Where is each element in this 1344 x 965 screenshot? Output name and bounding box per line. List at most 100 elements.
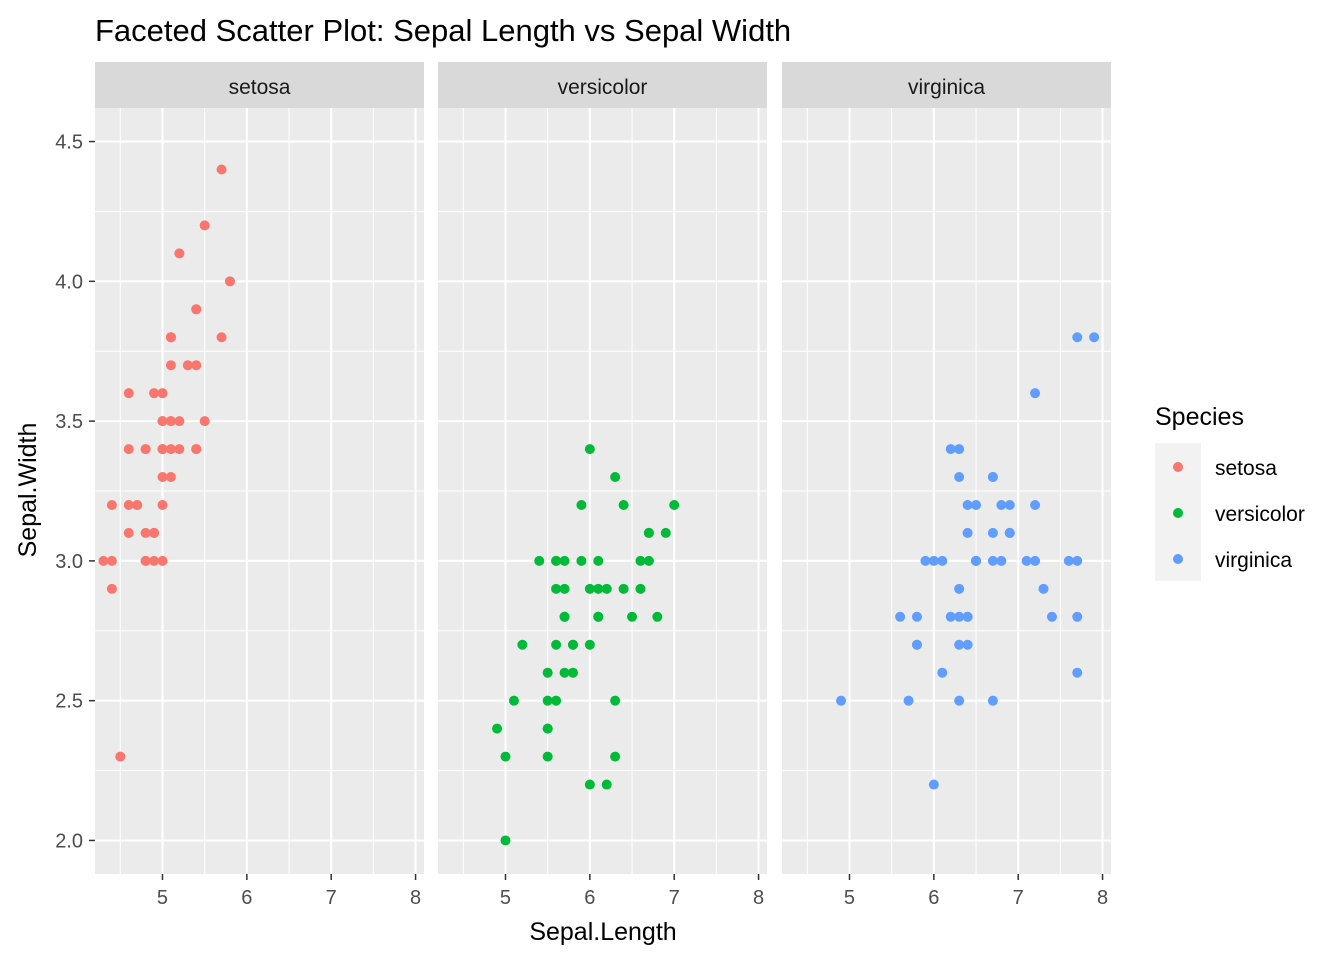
legend-key-versicolor bbox=[1173, 508, 1183, 518]
data-point-virginica bbox=[987, 555, 998, 566]
data-point-versicolor bbox=[593, 583, 604, 594]
data-point-setosa bbox=[106, 555, 117, 566]
data-point-virginica bbox=[996, 499, 1007, 510]
data-point-versicolor bbox=[610, 472, 621, 483]
x-tick-label: 5 bbox=[157, 887, 168, 909]
data-point-virginica bbox=[954, 472, 965, 483]
data-point-versicolor bbox=[601, 583, 612, 594]
data-point-versicolor bbox=[601, 779, 612, 790]
data-point-virginica bbox=[1004, 527, 1015, 538]
data-point-versicolor bbox=[508, 695, 519, 706]
data-point-versicolor bbox=[584, 639, 595, 650]
data-point-virginica bbox=[954, 583, 965, 594]
x-tick-label: 7 bbox=[669, 887, 680, 909]
data-point-versicolor bbox=[551, 583, 562, 594]
data-point-versicolor bbox=[542, 667, 553, 678]
data-point-setosa bbox=[115, 751, 126, 762]
data-point-versicolor bbox=[559, 583, 570, 594]
data-point-setosa bbox=[216, 332, 227, 343]
data-point-setosa bbox=[157, 555, 168, 566]
facet-panels: setosa 5 6 7 8 versicolor 5 6 7 8 virginica 5 6 7 8 2.0… bbox=[55, 62, 1111, 909]
data-point-versicolor bbox=[618, 583, 629, 594]
x-tick-label: 7 bbox=[1013, 887, 1024, 909]
data-point-virginica bbox=[1030, 499, 1041, 510]
data-point-virginica bbox=[1072, 555, 1083, 566]
data-point-versicolor bbox=[559, 611, 570, 622]
data-point-versicolor bbox=[618, 499, 629, 510]
data-point-virginica bbox=[1046, 611, 1057, 622]
data-point-versicolor bbox=[517, 639, 528, 650]
data-point-virginica bbox=[954, 695, 965, 706]
data-point-setosa bbox=[106, 499, 117, 510]
data-point-setosa bbox=[140, 527, 151, 538]
data-point-virginica bbox=[928, 555, 939, 566]
data-point-virginica bbox=[945, 444, 956, 455]
data-point-setosa bbox=[98, 555, 109, 566]
data-point-versicolor bbox=[643, 527, 654, 538]
data-point-versicolor bbox=[660, 527, 671, 538]
data-point-versicolor bbox=[559, 667, 570, 678]
data-point-virginica bbox=[937, 667, 948, 678]
data-point-setosa bbox=[174, 416, 185, 427]
facet-panel-virginica: virginica 5 6 7 8 bbox=[782, 62, 1111, 909]
data-point-virginica bbox=[945, 611, 956, 622]
data-point-virginica bbox=[911, 611, 922, 622]
x-tick-label: 7 bbox=[326, 887, 337, 909]
data-point-versicolor bbox=[500, 751, 511, 762]
y-tick-label: 3.0 bbox=[55, 551, 83, 573]
y-tick-label: 3.5 bbox=[55, 411, 83, 433]
data-point-virginica bbox=[987, 472, 998, 483]
data-point-versicolor bbox=[584, 444, 595, 455]
facet-panel-setosa: setosa 5 6 7 8 bbox=[95, 62, 424, 909]
data-point-versicolor bbox=[492, 723, 503, 734]
data-point-setosa bbox=[174, 444, 185, 455]
x-tick-label: 8 bbox=[753, 887, 764, 909]
data-point-virginica bbox=[1021, 555, 1032, 566]
data-point-virginica bbox=[1038, 583, 1049, 594]
data-point-versicolor bbox=[593, 611, 604, 622]
data-point-setosa bbox=[165, 444, 176, 455]
data-point-virginica bbox=[1004, 499, 1015, 510]
data-point-virginica bbox=[971, 555, 982, 566]
data-point-virginica bbox=[954, 611, 965, 622]
data-point-versicolor bbox=[593, 555, 604, 566]
data-point-virginica bbox=[987, 695, 998, 706]
data-point-versicolor bbox=[542, 723, 553, 734]
data-point-setosa bbox=[165, 472, 176, 483]
data-point-virginica bbox=[1072, 667, 1083, 678]
data-point-setosa bbox=[140, 444, 151, 455]
data-point-versicolor bbox=[542, 751, 553, 762]
y-tick-label: 2.0 bbox=[55, 830, 83, 852]
data-point-virginica bbox=[1030, 555, 1041, 566]
facet-strip bbox=[438, 62, 767, 108]
data-point-setosa bbox=[149, 527, 160, 538]
data-point-versicolor bbox=[576, 555, 587, 566]
data-point-versicolor bbox=[542, 695, 553, 706]
legend-label-versicolor: versicolor bbox=[1215, 503, 1305, 526]
data-point-versicolor bbox=[567, 667, 578, 678]
data-point-setosa bbox=[123, 444, 134, 455]
data-point-versicolor bbox=[635, 555, 646, 566]
data-point-versicolor bbox=[559, 555, 570, 566]
data-point-versicolor bbox=[669, 499, 680, 510]
data-point-setosa bbox=[216, 164, 227, 175]
data-point-versicolor bbox=[610, 695, 621, 706]
data-point-setosa bbox=[182, 360, 193, 371]
data-point-versicolor bbox=[627, 611, 638, 622]
data-point-setosa bbox=[157, 444, 168, 455]
data-point-virginica bbox=[987, 527, 998, 538]
data-point-versicolor bbox=[652, 611, 663, 622]
data-point-virginica bbox=[954, 444, 965, 455]
x-axis-label: Sepal.Length bbox=[529, 918, 676, 946]
data-point-virginica bbox=[1072, 611, 1083, 622]
data-point-setosa bbox=[123, 527, 134, 538]
legend: Species setosa versicolor virginica bbox=[1155, 403, 1305, 581]
data-point-virginica bbox=[962, 611, 973, 622]
legend-key-setosa bbox=[1173, 462, 1183, 472]
data-point-virginica bbox=[962, 639, 973, 650]
legend-label-setosa: setosa bbox=[1215, 457, 1277, 480]
data-point-setosa bbox=[191, 360, 202, 371]
data-point-setosa bbox=[174, 248, 185, 259]
data-point-versicolor bbox=[643, 555, 654, 566]
